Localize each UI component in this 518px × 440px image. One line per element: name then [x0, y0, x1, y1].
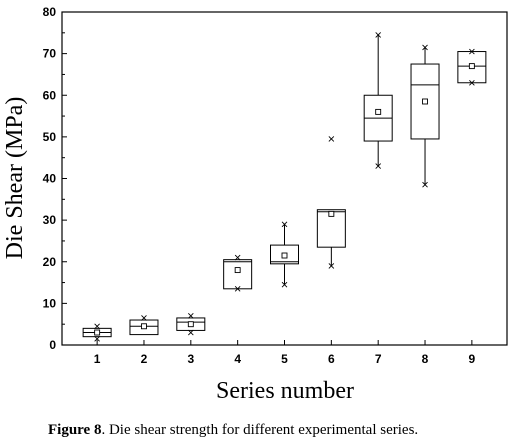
outlier-marker — [281, 281, 288, 288]
box-series-2 — [129, 315, 159, 336]
outlier-stroke — [141, 315, 147, 321]
outlier-stroke — [422, 44, 428, 51]
mean-marker — [328, 210, 335, 217]
x-tick-label: 4 — [234, 352, 241, 366]
y-tick-label: 30 — [43, 213, 57, 227]
outlier-stroke — [469, 79, 475, 86]
y-tick-label: 20 — [43, 255, 57, 269]
outlier-stroke — [281, 221, 288, 228]
y-tick-label: 40 — [43, 172, 57, 186]
outlier-marker — [94, 335, 100, 342]
x-tick-label: 8 — [422, 352, 429, 366]
box-iqr — [223, 259, 253, 290]
outlier-stroke — [94, 335, 100, 342]
outlier-stroke — [422, 181, 428, 188]
outlier-stroke — [469, 48, 475, 55]
boxes-layer — [82, 32, 487, 342]
box-series-6 — [316, 136, 346, 269]
x-tick-label: 6 — [328, 352, 335, 366]
box-series-7 — [363, 32, 393, 169]
figure-caption: Figure 8. Die shear strength for differe… — [48, 422, 418, 438]
y-axis-title: Die Shear (MPa) — [2, 97, 28, 260]
box-series-9 — [457, 48, 487, 86]
mean-marker — [468, 63, 475, 70]
mean-marker — [375, 108, 382, 115]
figure-caption-label: Figure 8 — [48, 422, 101, 438]
mean-marker — [141, 323, 147, 330]
box-series-8 — [410, 44, 440, 188]
x-tick-label: 2 — [141, 352, 148, 366]
mean-marker — [187, 321, 194, 328]
x-tick-label: 7 — [375, 352, 382, 366]
x-tick-label: 1 — [94, 352, 101, 366]
outlier-stroke — [328, 263, 335, 269]
x-axis-title: Series number — [216, 378, 354, 404]
y-tick-label: 10 — [43, 296, 57, 310]
outlier-marker — [375, 163, 382, 169]
outlier-stroke — [234, 254, 241, 261]
outlier-marker — [469, 79, 475, 86]
outlier-marker — [234, 254, 241, 261]
outlier-marker — [422, 44, 428, 51]
outlier-stroke — [328, 136, 335, 142]
outlier-marker — [94, 323, 100, 330]
mean-marker — [94, 329, 101, 336]
box-series-4 — [223, 254, 253, 292]
outlier-marker — [469, 48, 475, 55]
plot-frame — [61, 11, 508, 346]
mean-marker — [234, 267, 241, 274]
y-tick-label: 70 — [43, 47, 57, 61]
outlier-marker — [375, 32, 382, 38]
outlier-stroke — [234, 285, 241, 292]
y-tick-label: 60 — [43, 88, 57, 102]
outlier-stroke — [187, 313, 194, 319]
outlier-marker — [187, 313, 194, 319]
y-tick-label: 0 — [49, 338, 56, 352]
outlier-stroke — [375, 32, 382, 38]
outlier-marker — [234, 285, 241, 292]
mean-marker — [422, 98, 428, 105]
box-series-3 — [176, 313, 206, 336]
box-series-1 — [82, 323, 112, 342]
box-series-5 — [270, 221, 299, 288]
x-tick-label: 9 — [469, 352, 476, 366]
outlier-marker — [187, 329, 194, 336]
outlier-stroke — [94, 323, 100, 330]
outlier-marker — [422, 181, 428, 188]
y-tick-label: 80 — [43, 5, 57, 19]
outlier-marker — [328, 136, 335, 142]
figure-caption-text: . Die shear strength for different exper… — [101, 422, 418, 438]
y-axis: 0 10 20 30 40 50 60 70 80 — [43, 5, 67, 352]
outlier-marker — [281, 221, 288, 228]
outlier-marker — [141, 315, 147, 321]
outlier-marker — [328, 263, 335, 269]
x-tick-label: 5 — [281, 352, 288, 366]
x-tick-label: 3 — [187, 352, 194, 366]
outlier-stroke — [187, 329, 194, 336]
outlier-stroke — [375, 163, 382, 169]
mean-marker — [281, 252, 288, 259]
y-tick-label: 50 — [43, 130, 57, 144]
outlier-stroke — [281, 281, 288, 288]
x-axis: 1 2 3 4 5 6 7 8 9 — [94, 340, 476, 366]
